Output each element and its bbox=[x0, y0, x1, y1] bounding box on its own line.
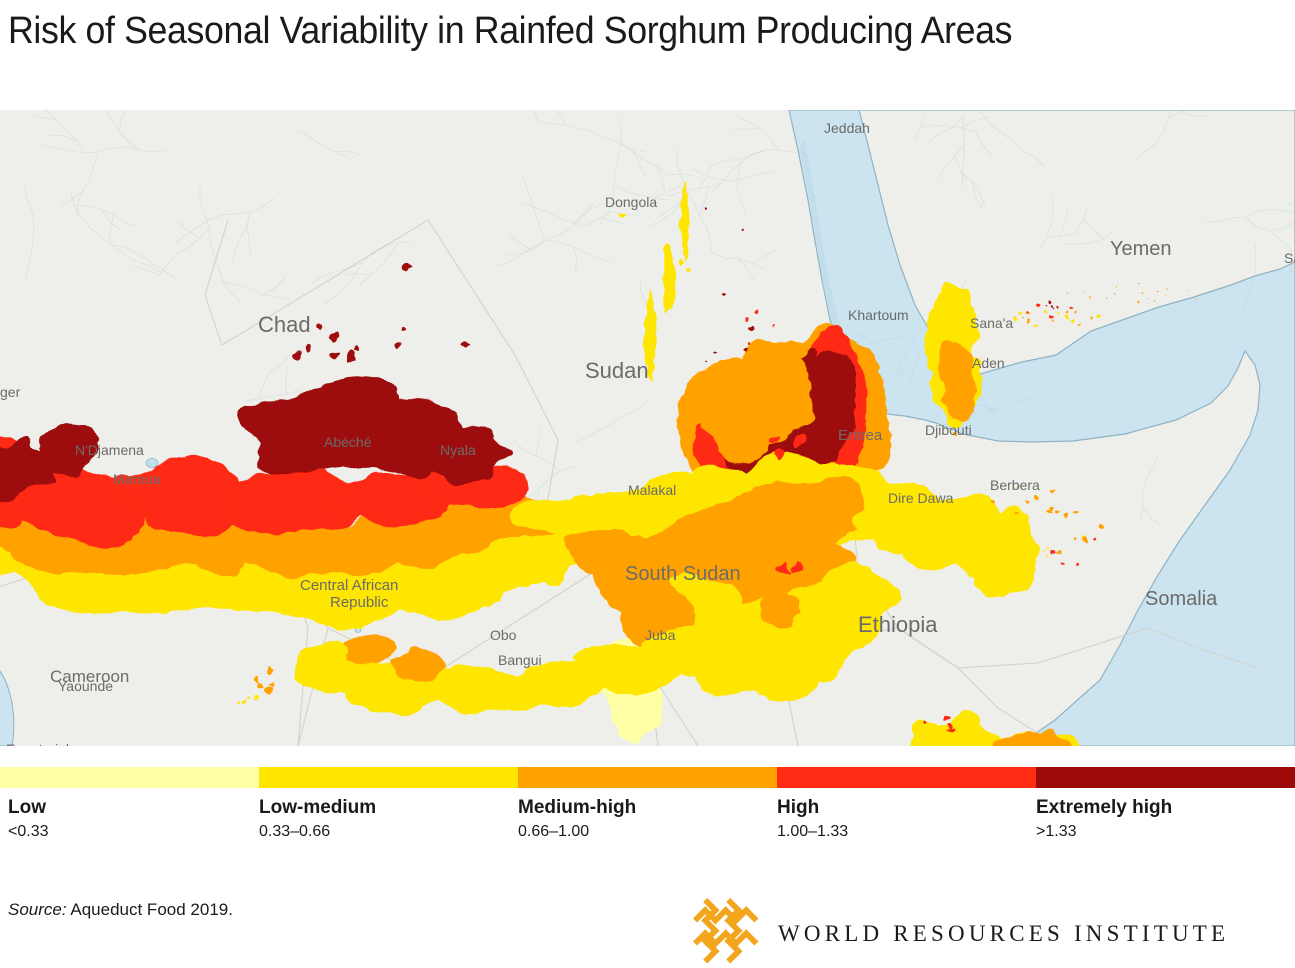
svg-text:Aden: Aden bbox=[972, 355, 1005, 371]
svg-text:Maroua: Maroua bbox=[113, 471, 161, 487]
svg-text:Equatorial: Equatorial bbox=[6, 741, 69, 746]
svg-text:Bangui: Bangui bbox=[498, 652, 542, 668]
svg-text:Eritrea: Eritrea bbox=[838, 427, 883, 444]
svg-text:Nyala: Nyala bbox=[440, 442, 476, 458]
svg-text:Sudan: Sudan bbox=[585, 358, 649, 383]
svg-text:Dongola: Dongola bbox=[605, 194, 657, 210]
svg-text:Dire Dawa: Dire Dawa bbox=[888, 490, 954, 506]
svg-text:Jeddah: Jeddah bbox=[824, 120, 870, 136]
svg-text:Malakal: Malakal bbox=[628, 482, 676, 498]
svg-text:Khartoum: Khartoum bbox=[848, 307, 909, 323]
svg-text:Obo: Obo bbox=[490, 627, 517, 643]
svg-text:Abéché: Abéché bbox=[324, 434, 372, 450]
svg-text:Juba: Juba bbox=[645, 627, 676, 643]
svg-text:Sal: Sal bbox=[1284, 250, 1295, 266]
svg-text:Sana'a: Sana'a bbox=[970, 315, 1013, 331]
svg-text:Republic: Republic bbox=[330, 594, 389, 611]
svg-text:WORLD RESOURCES INSTITUTE: WORLD RESOURCES INSTITUTE bbox=[778, 921, 1229, 946]
svg-text:Chad: Chad bbox=[258, 312, 311, 337]
svg-text:Berbera: Berbera bbox=[990, 477, 1040, 493]
svg-text:Yemen: Yemen bbox=[1110, 238, 1172, 260]
svg-text:N'Djamena: N'Djamena bbox=[75, 442, 144, 458]
svg-text:Djibouti: Djibouti bbox=[925, 422, 972, 438]
svg-text:ger: ger bbox=[0, 384, 21, 400]
svg-text:South Sudan: South Sudan bbox=[625, 563, 741, 585]
svg-text:Somalia: Somalia bbox=[1145, 588, 1218, 610]
svg-text:Ethiopia: Ethiopia bbox=[858, 612, 938, 637]
svg-text:Mogadishu: Mogadishu bbox=[1000, 745, 1069, 746]
svg-text:Yaounde: Yaounde bbox=[58, 678, 113, 694]
svg-text:Central African: Central African bbox=[300, 577, 398, 594]
